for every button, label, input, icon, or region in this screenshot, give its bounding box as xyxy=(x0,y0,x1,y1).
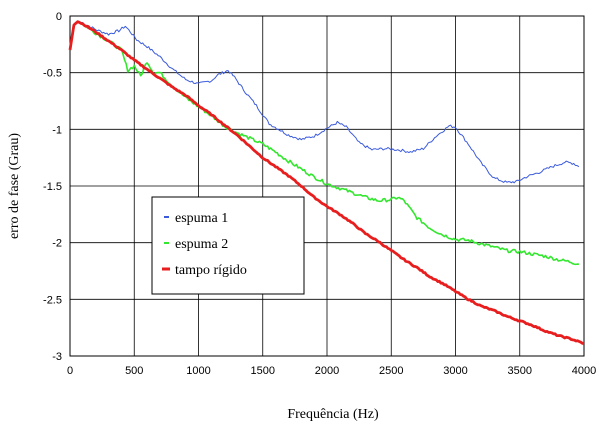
series-lines xyxy=(68,20,585,345)
grid-lines xyxy=(69,15,585,357)
legend-label-espuma-1: espuma 1 xyxy=(175,211,228,226)
legend: espuma 1 espuma 2 tampo rígido xyxy=(151,196,305,295)
y-tick-label: -2 xyxy=(52,238,62,250)
legend-item-espuma-1: espuma 1 xyxy=(164,211,228,226)
plot-area xyxy=(69,15,585,357)
y-axis-label: erro de fase (Grau) xyxy=(7,133,22,239)
y-tick-label: -1.5 xyxy=(43,181,62,193)
y-tick-label: -3 xyxy=(52,351,62,363)
series-line-espuma-2 xyxy=(69,20,579,266)
x-tick-label: 1500 xyxy=(251,365,275,377)
x-tick-label: 0 xyxy=(67,365,73,377)
x-axis-label: Frequência (Hz) xyxy=(287,407,379,422)
x-tick-label: 500 xyxy=(125,365,143,377)
x-tick-label: 2000 xyxy=(315,365,339,377)
tick-labels: 0 500 1000 1500 2000 2500 3000 3500 4000 0 -0.5 -1 -… xyxy=(43,11,596,377)
y-tick-label: -1 xyxy=(52,124,62,136)
x-tick-label: 4000 xyxy=(572,365,596,377)
legend-box xyxy=(151,196,305,295)
x-tick-label: 3000 xyxy=(443,365,467,377)
x-tick-label: 2500 xyxy=(379,365,403,377)
y-tick-label: -0.5 xyxy=(43,68,62,80)
y-tick-label: -2.5 xyxy=(43,294,62,306)
y-tick-label: 0 xyxy=(56,11,62,23)
legend-label-espuma-2: espuma 2 xyxy=(175,237,228,252)
legend-item-tampo-rigido: tampo rígido xyxy=(162,263,247,278)
series-line-espuma-1 xyxy=(69,21,580,184)
legend-item-espuma-2: espuma 2 xyxy=(164,237,228,252)
x-tick-label: 3500 xyxy=(508,365,532,377)
x-tick-label: 1000 xyxy=(186,365,210,377)
series-line-tampo-rígido xyxy=(68,20,585,345)
legend-label-tampo-rigido: tampo rígido xyxy=(175,263,247,278)
